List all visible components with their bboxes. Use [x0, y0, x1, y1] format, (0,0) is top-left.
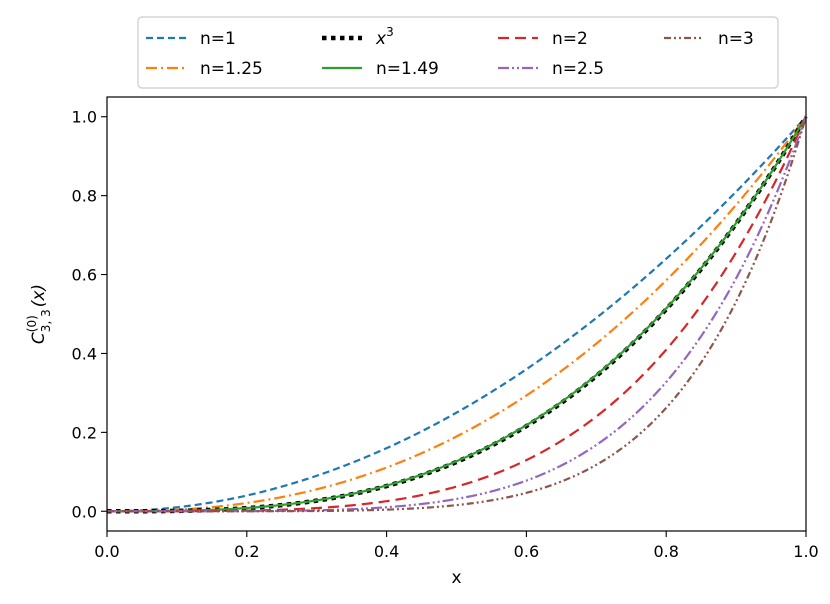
series-line-n-1 — [107, 115, 807, 513]
y-tick-label: 0.2 — [72, 423, 97, 442]
x-tick-label: 0.2 — [234, 542, 259, 561]
y-axis-label-superscript: (0) — [25, 315, 39, 332]
series-line-n-2 — [107, 116, 808, 513]
y-tick-label: 1.0 — [72, 108, 97, 127]
legend-box — [137, 16, 779, 89]
legend-label: n=1 — [200, 29, 236, 49]
legend-label: n=1.49 — [376, 59, 439, 79]
x-tick-label: 0.4 — [374, 542, 399, 561]
y-axis-label-subscript: 3, 3 — [39, 309, 53, 332]
series-line-n-1-25 — [107, 116, 807, 513]
legend-label: n=1.25 — [200, 59, 263, 79]
plot-frame — [106, 96, 807, 532]
legend: n=1 n=1.25 x3 n=1.49 n=2 n=2.5 n=3 — [137, 16, 779, 89]
legend-label: n=3 — [718, 29, 754, 49]
x-axis-label: x — [451, 568, 461, 588]
axis-labels: x C(0)3, 3 (x) — [25, 284, 462, 588]
y-tick-label: 0.6 — [72, 266, 97, 285]
y-tick-label: 0.4 — [72, 344, 97, 363]
x-tick-label: 0.0 — [94, 542, 119, 561]
y-axis-label: C(0)3, 3 (x) — [25, 284, 53, 344]
y-axis-label-main: C — [29, 332, 49, 344]
y-tick-label: 0.0 — [72, 502, 97, 521]
series-line-n-3 — [107, 116, 808, 513]
x-tick-label: 0.6 — [514, 542, 539, 561]
y-tick-label: 0.8 — [72, 187, 97, 206]
legend-label: n=2.5 — [552, 59, 604, 79]
series-lines — [107, 115, 808, 514]
series-line-n-2-5 — [107, 116, 808, 513]
legend-label: n=2 — [552, 29, 588, 49]
y-axis-label-argument: (x) — [29, 284, 49, 307]
axes-ticks: 0.0 0.2 0.4 0.6 0.8 1.0 0.0 0.2 0.4 0.6 0.8 1.0 — [72, 108, 819, 561]
legend-label: x3 — [375, 25, 394, 49]
series-line-x-3 — [107, 115, 808, 514]
x-tick-label: 1.0 — [793, 542, 818, 561]
series-line-n-1-49 — [107, 116, 807, 513]
x-tick-label: 0.8 — [653, 542, 678, 561]
